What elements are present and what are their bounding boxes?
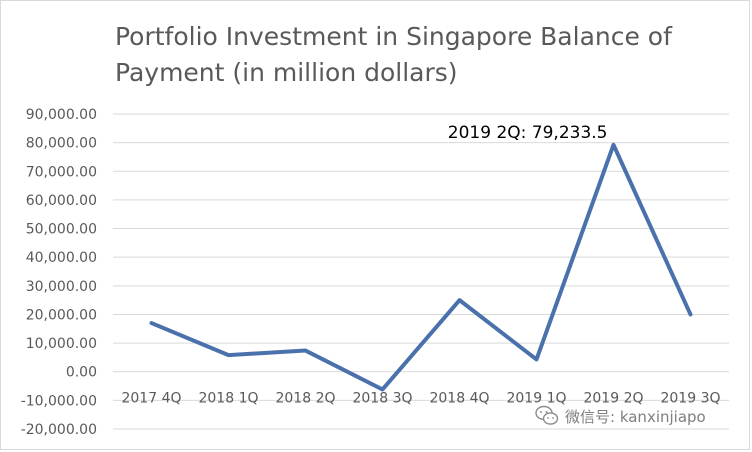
x-axis-ticks: 2017 4Q 2018 1Q 2018 2Q 2018 3Q 2018 4Q 2019 … xyxy=(121,391,720,407)
x-tick-label: 2018 1Q xyxy=(198,391,258,407)
x-tick-label: 2018 2Q xyxy=(275,391,335,407)
x-tick-label: 2019 2Q xyxy=(583,391,643,407)
y-tick-label: -20,000.00 xyxy=(21,422,97,438)
y-axis-ticks: -20,000.00 -10,000.00 0.00 10,000.00 20,000.… xyxy=(21,107,97,438)
y-tick-label: 40,000.00 xyxy=(26,250,97,266)
chart-title-line-2: Payment (in million dollars) xyxy=(115,58,458,87)
data-annotation: 2019 2Q: 79,233.5 xyxy=(448,123,608,143)
series-line xyxy=(149,142,693,392)
x-tick-label: 2018 4Q xyxy=(429,391,489,407)
x-tick-label: 2017 4Q xyxy=(121,391,181,407)
y-tick-label: 30,000.00 xyxy=(26,279,97,295)
x-tick-label: 2019 1Q xyxy=(506,391,566,407)
y-tick-label: 20,000.00 xyxy=(26,307,97,323)
y-tick-label: 60,000.00 xyxy=(26,193,97,209)
watermark: 微信号: kanxinjiapo xyxy=(535,405,706,427)
wechat-icon xyxy=(535,405,559,425)
y-tick-label: 10,000.00 xyxy=(26,336,97,352)
series-layer xyxy=(149,142,693,392)
chart-title-line-1: Portfolio Investment in Singapore Balanc… xyxy=(115,22,672,51)
x-tick-label: 2018 3Q xyxy=(352,391,412,407)
x-tick-label: 2019 3Q xyxy=(660,391,720,407)
annotation-layer: 2019 2Q: 79,233.5 xyxy=(448,123,608,143)
gridlines xyxy=(113,113,729,430)
y-tick-label: 80,000.00 xyxy=(26,136,97,152)
y-tick-label: 90,000.00 xyxy=(26,107,97,123)
y-tick-label: 50,000.00 xyxy=(26,222,97,238)
chart-title: Portfolio Investment in Singapore Balanc… xyxy=(115,19,715,91)
y-tick-label: 70,000.00 xyxy=(26,164,97,180)
y-tick-label: -10,000.00 xyxy=(21,393,97,409)
y-tick-label: 0.00 xyxy=(66,365,97,381)
watermark-text: 微信号: kanxinjiapo xyxy=(565,407,706,426)
